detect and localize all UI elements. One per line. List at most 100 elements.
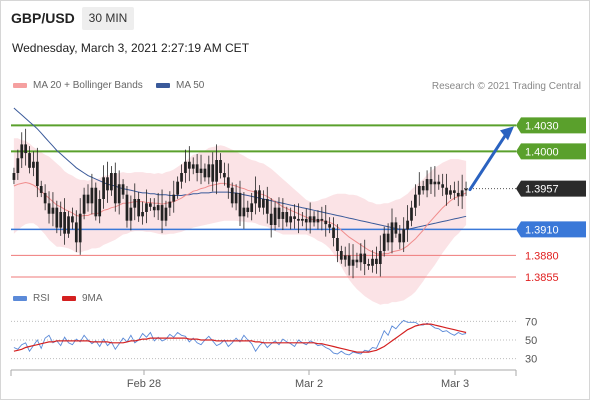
candle-body bbox=[223, 173, 226, 178]
x-axis-tick-label: Mar 2 bbox=[295, 378, 323, 390]
candle-body bbox=[55, 207, 59, 228]
legend-ma20: MA 20 + Bollinger Bands bbox=[13, 80, 143, 91]
candle-body bbox=[20, 144, 24, 159]
candle-body bbox=[351, 259, 355, 266]
candle-body bbox=[246, 207, 250, 212]
candle-body bbox=[35, 161, 39, 186]
level-label-support: 1.3855 bbox=[525, 272, 559, 284]
candle-body bbox=[226, 177, 230, 188]
candle-body bbox=[152, 206, 156, 211]
legend-rsi-label: RSI bbox=[33, 293, 50, 304]
candle-body bbox=[71, 216, 74, 223]
candle-body bbox=[148, 203, 152, 207]
candle-body bbox=[417, 186, 421, 195]
candle-body bbox=[82, 194, 86, 214]
candle-body bbox=[39, 186, 43, 193]
rsi-swatch bbox=[13, 295, 27, 301]
candle-body bbox=[43, 192, 47, 204]
legend-ma50-label: MA 50 bbox=[176, 80, 205, 91]
candle-body bbox=[207, 164, 211, 178]
candle-body bbox=[460, 190, 464, 197]
candle-body bbox=[452, 190, 456, 193]
candle-body bbox=[172, 194, 176, 202]
candle-body bbox=[16, 158, 20, 173]
candle-body bbox=[160, 205, 164, 221]
chart-datetime: Wednesday, March 3, 2021 2:27:19 AM CET bbox=[12, 41, 250, 55]
candle-body bbox=[51, 207, 55, 214]
candle-body bbox=[262, 199, 265, 208]
candle-body bbox=[141, 212, 144, 217]
candle-body bbox=[402, 229, 406, 243]
level-label-badge bbox=[516, 143, 586, 160]
candle-body bbox=[406, 220, 409, 230]
x-axis-tick-label: Feb 28 bbox=[127, 378, 161, 390]
candle-body bbox=[285, 212, 289, 223]
candle-body bbox=[277, 207, 281, 219]
candle-body bbox=[320, 218, 324, 221]
instrument-symbol: GBP/USD bbox=[11, 10, 75, 26]
candle-body bbox=[113, 173, 117, 204]
timeframe-button[interactable]: 30 MIN bbox=[82, 7, 134, 30]
ma20-swatch bbox=[13, 82, 27, 88]
candle-body bbox=[300, 218, 304, 221]
candle-body bbox=[421, 186, 425, 191]
candle-body bbox=[293, 216, 296, 219]
candle-body bbox=[203, 168, 207, 178]
candle-body bbox=[269, 213, 273, 225]
candle-body bbox=[289, 216, 293, 223]
level-label-badge bbox=[516, 221, 586, 238]
candle-body bbox=[433, 181, 437, 185]
candle-body bbox=[215, 160, 218, 182]
level-label-badge bbox=[516, 117, 586, 134]
candle-body bbox=[254, 190, 257, 204]
candle-body bbox=[359, 253, 363, 263]
candle-body bbox=[273, 207, 277, 225]
candle-body bbox=[195, 164, 199, 173]
candle-body bbox=[332, 227, 335, 238]
candle-body bbox=[367, 264, 370, 266]
candle-body bbox=[156, 205, 160, 211]
candle-body bbox=[437, 181, 441, 185]
time-axis: Feb 28 Mar 2 Mar 3 bbox=[10, 369, 517, 390]
candle-body bbox=[110, 173, 113, 191]
candle-body bbox=[339, 251, 343, 260]
candle-body bbox=[199, 168, 203, 173]
candle-body bbox=[328, 224, 332, 228]
candle-body bbox=[176, 181, 180, 195]
rsi-line bbox=[13, 319, 467, 356]
candle-body bbox=[449, 190, 452, 195]
candle-body bbox=[12, 173, 16, 180]
candle-body bbox=[137, 199, 141, 217]
candle-body bbox=[429, 179, 433, 185]
candle-body bbox=[394, 222, 398, 234]
candle-body bbox=[343, 255, 347, 260]
rsi-ma-line bbox=[13, 323, 467, 353]
candle-body bbox=[32, 161, 35, 168]
candle-body bbox=[316, 218, 320, 223]
candle-body bbox=[219, 160, 222, 173]
candle-body bbox=[129, 207, 133, 221]
legend-rsi: RSI bbox=[13, 293, 50, 304]
candle-body bbox=[265, 199, 269, 214]
level-label-badge bbox=[516, 180, 586, 197]
candle-body bbox=[74, 222, 78, 243]
candle-body bbox=[28, 153, 31, 168]
level-label-resistance: 1.4030 bbox=[525, 120, 559, 132]
candle-body bbox=[145, 203, 148, 212]
candle-body bbox=[304, 218, 308, 223]
candle-body bbox=[234, 192, 238, 204]
candle-body bbox=[230, 187, 234, 204]
candle-body bbox=[258, 190, 261, 208]
candle-body bbox=[117, 184, 121, 204]
candle-body bbox=[464, 188, 468, 191]
candle-body bbox=[78, 213, 82, 243]
level-label-support: 1.3880 bbox=[525, 250, 559, 262]
candle-body bbox=[164, 207, 168, 221]
candle-body bbox=[94, 187, 98, 217]
candle-body bbox=[98, 199, 102, 217]
level-labels: 1.4030 1.4000 1.3957 1.3910 1.3880 1.3855 bbox=[516, 117, 586, 284]
legend-ma20-label: MA 20 + Bollinger Bands bbox=[33, 80, 143, 91]
candle-body bbox=[180, 173, 183, 182]
candle-body bbox=[347, 255, 351, 266]
candle-body bbox=[281, 212, 285, 219]
